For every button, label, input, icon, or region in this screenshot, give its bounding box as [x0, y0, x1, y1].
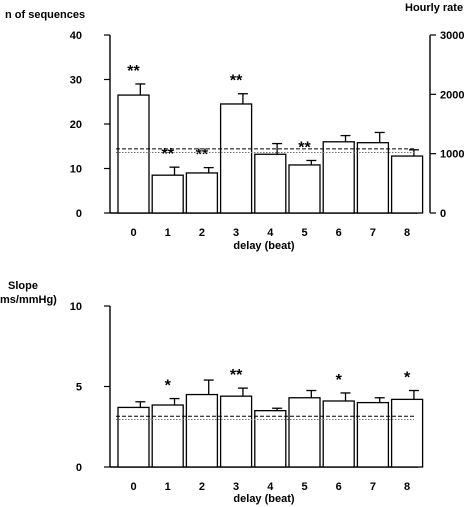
y-tick-label: 40 [70, 30, 82, 42]
x-tick-label: 1 [165, 227, 171, 239]
x-tick-label: 2 [199, 481, 205, 493]
y-axis-title: Slope [8, 280, 38, 292]
y2-tick-label: 2000 [440, 89, 464, 101]
y-tick-label: 10 [70, 301, 82, 313]
significance-marker: * [336, 372, 343, 389]
bar [185, 172, 219, 214]
x-tick-label: 5 [301, 481, 307, 493]
bar [288, 164, 321, 214]
x-tick-label: 4 [267, 481, 274, 493]
x-tick-label: 8 [404, 481, 410, 493]
x-tick-label: 0 [130, 481, 136, 493]
significance-marker: ** [298, 139, 311, 156]
y-tick-label: 30 [70, 75, 82, 87]
x-axis-title: delay (beat) [233, 240, 294, 252]
y-tick-label: 5 [76, 382, 82, 394]
bar [288, 397, 321, 468]
x-tick-label: 3 [233, 227, 239, 239]
bar [322, 141, 355, 214]
x-tick-label: 7 [370, 481, 376, 493]
significance-marker: ** [127, 63, 140, 80]
x-tick-label: 7 [370, 227, 376, 239]
bar [117, 406, 150, 468]
bar [151, 404, 184, 468]
x-tick-label: 4 [267, 227, 274, 239]
y-axis-title: n of sequences [5, 9, 85, 21]
x-tick-label: 3 [233, 481, 239, 493]
x-tick-label: 0 [130, 227, 136, 239]
bar [390, 398, 424, 468]
bar [254, 409, 287, 468]
significance-marker: ** [230, 73, 243, 90]
bar [219, 395, 253, 468]
bar [185, 393, 219, 468]
x-tick-label: 1 [165, 481, 171, 493]
bar [322, 400, 355, 468]
y2-tick-label: 3000 [440, 30, 464, 42]
bar [219, 103, 253, 214]
significance-marker: * [404, 370, 411, 387]
chart-bottom: 0 5 10 Slope ms/mmHg) 0 * 1 2 ** 3 4 5 * 6 7 * 8 delay (be… [0, 280, 424, 505]
bar [356, 401, 390, 468]
y-tick-label: 0 [76, 462, 82, 474]
y2-axis-title: Hourly rate [405, 2, 463, 14]
x-tick-label: 8 [404, 227, 410, 239]
bar [356, 142, 390, 214]
y2-tick-label: 0 [440, 208, 446, 220]
significance-marker: ** [196, 147, 209, 164]
x-tick-label: 2 [199, 227, 205, 239]
x-axis-title: delay (beat) [233, 493, 294, 505]
y-tick-label: 0 [76, 208, 82, 220]
x-tick-label: 6 [336, 227, 342, 239]
bar [117, 94, 150, 214]
y-tick-label: 10 [70, 164, 82, 176]
bar [151, 174, 184, 214]
bar [390, 155, 424, 214]
x-tick-label: 6 [336, 481, 342, 493]
y-tick-label: 20 [70, 119, 82, 131]
x-tick-label: 5 [301, 227, 307, 239]
y-axis-unit: ms/mmHg) [0, 294, 57, 306]
significance-marker: * [165, 378, 172, 395]
significance-marker: ** [161, 146, 174, 163]
y2-tick-label: 1000 [440, 149, 464, 161]
bar [254, 153, 287, 214]
significance-marker: ** [230, 367, 243, 384]
